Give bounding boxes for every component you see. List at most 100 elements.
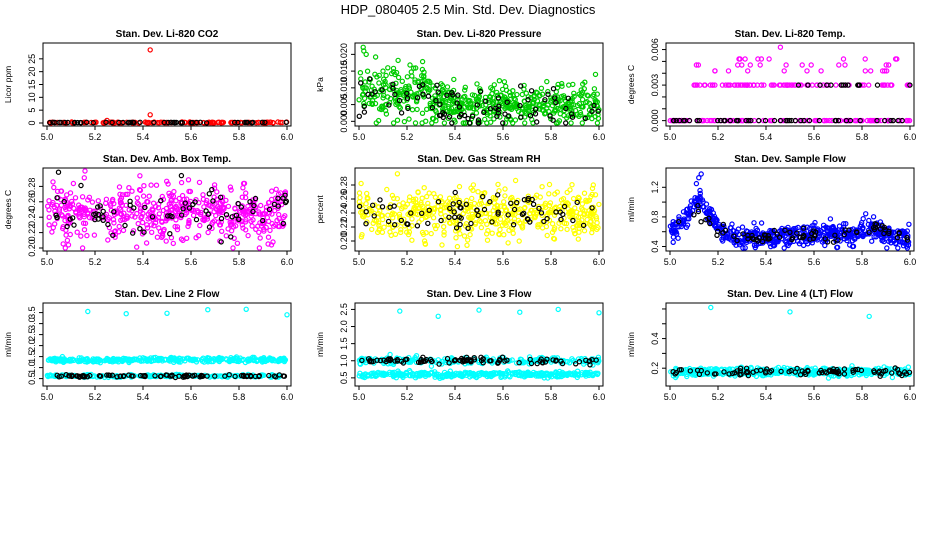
data-point (435, 89, 441, 95)
data-point (90, 119, 97, 126)
data-point (203, 120, 210, 126)
data-point (433, 225, 439, 232)
x-tick-label: 5.2 (89, 392, 102, 402)
data-point (256, 373, 262, 379)
data-point (799, 62, 805, 68)
data-point (196, 179, 203, 186)
data-point (257, 235, 263, 241)
data-point (568, 208, 574, 215)
data-point (376, 222, 382, 229)
data-point (548, 207, 554, 214)
data-point (275, 195, 281, 201)
data-point (145, 216, 151, 222)
data-point (200, 192, 206, 198)
data-point (740, 245, 746, 251)
data-point (372, 100, 379, 107)
y-tick-label: 0.5 (27, 372, 37, 385)
data-point (385, 218, 392, 225)
y-axis-label: ml/min (315, 332, 325, 357)
data-point (801, 227, 807, 234)
data-point (868, 68, 874, 74)
data-point (51, 184, 57, 191)
data-point (258, 202, 264, 209)
data-point (762, 235, 769, 241)
data-point (558, 373, 565, 380)
data-point (262, 358, 269, 365)
data-point (684, 373, 690, 380)
data-point (129, 188, 135, 194)
data-point (537, 194, 544, 200)
data-point (126, 184, 132, 191)
series-reference (54, 372, 288, 381)
data-point (120, 227, 127, 234)
data-point (372, 54, 379, 60)
data-point (84, 232, 90, 239)
data-point (797, 234, 803, 241)
data-point (400, 200, 406, 206)
data-point (786, 117, 793, 124)
data-point (272, 358, 278, 364)
data-point (502, 358, 508, 364)
series-reference-0-003 (795, 82, 913, 88)
data-point (216, 210, 222, 216)
data-point (541, 218, 547, 225)
data-point (228, 355, 234, 361)
data-point (218, 215, 225, 222)
data-point (888, 240, 894, 246)
data-point (505, 240, 511, 246)
data-point (703, 201, 710, 207)
data-point (140, 210, 146, 217)
data-point (451, 209, 457, 215)
data-point (476, 201, 482, 207)
data-point (852, 234, 858, 240)
data-point (463, 201, 469, 207)
data-point (558, 216, 564, 223)
data-point (445, 95, 451, 101)
data-point (128, 373, 135, 379)
data-point (684, 222, 691, 228)
data-point (74, 373, 80, 379)
data-point (429, 358, 435, 365)
data-point (110, 216, 117, 223)
x-tick-label: 5.2 (89, 257, 102, 267)
data-point (783, 62, 789, 68)
panel-title: Stan. Dev. Li-820 Pressure (417, 29, 542, 40)
x-tick-label: 5.0 (353, 132, 366, 142)
data-point (54, 195, 60, 201)
x-tick-label: 5.4 (137, 392, 150, 402)
y-tick-label: 3.0 (27, 317, 37, 330)
data-point (821, 117, 827, 124)
x-tick-label: 5.6 (185, 132, 198, 142)
data-point (74, 229, 80, 235)
data-point (474, 207, 480, 213)
data-point (440, 109, 446, 116)
data-point (552, 95, 558, 101)
data-point (866, 313, 872, 320)
data-point (263, 224, 269, 231)
data-point (488, 358, 494, 364)
data-point (180, 206, 186, 212)
x-tick-label: 5.0 (41, 132, 54, 142)
data-point (127, 358, 133, 364)
data-point (148, 222, 154, 228)
data-point (589, 185, 596, 192)
data-point (363, 220, 369, 227)
data-point (86, 214, 93, 221)
data-point (433, 97, 439, 104)
data-point (509, 194, 515, 201)
data-point (886, 230, 892, 236)
data-point (410, 206, 417, 213)
data-point (460, 94, 467, 100)
data-point (478, 219, 484, 225)
data-point (721, 117, 727, 124)
data-point (489, 219, 495, 225)
data-point (262, 119, 268, 126)
data-point (109, 196, 116, 203)
data-point (125, 372, 132, 378)
x-tick-label: 5.6 (497, 132, 510, 142)
data-point (580, 206, 586, 213)
data-point (269, 220, 275, 227)
data-point (749, 232, 755, 239)
data-point (398, 229, 404, 236)
data-point (478, 211, 485, 217)
